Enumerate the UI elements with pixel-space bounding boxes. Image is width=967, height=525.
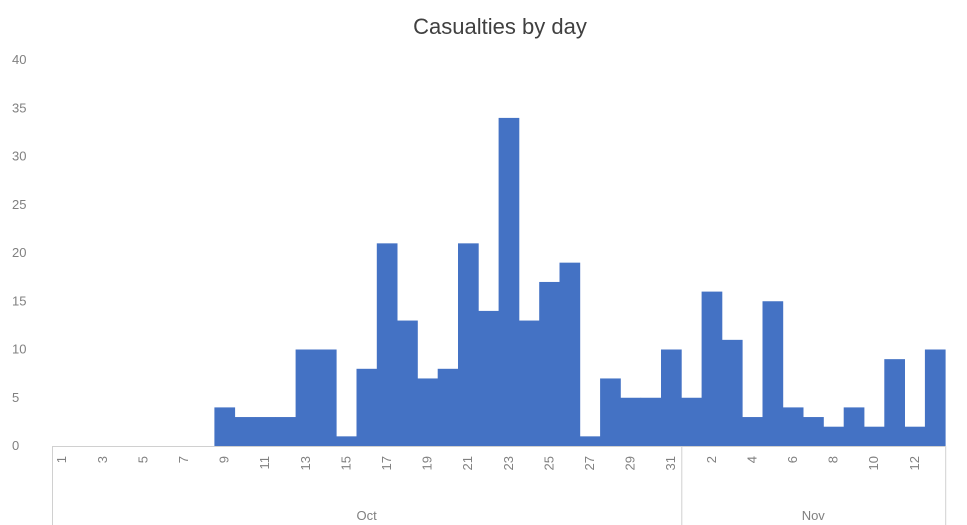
- bar: [762, 301, 784, 446]
- x-tick-label: 21: [460, 456, 475, 470]
- y-axis: 0 5 10 15 20 25 30 35 40: [12, 52, 26, 453]
- x-tick-label: 8: [826, 456, 841, 463]
- bar: [458, 243, 479, 446]
- bar: [397, 320, 418, 446]
- x-tick-label: 11: [257, 456, 272, 470]
- y-tick-label: 35: [12, 100, 26, 115]
- x-tick-label: 19: [420, 456, 435, 470]
- y-tick-label: 40: [12, 52, 26, 67]
- y-tick-label: 25: [12, 197, 26, 212]
- chart-title: Casualties by day: [413, 14, 587, 39]
- bar: [742, 417, 763, 446]
- bar: [255, 417, 276, 446]
- x-tick-label: 5: [135, 456, 150, 463]
- y-tick-label: 0: [12, 438, 19, 453]
- bar: [478, 310, 499, 446]
- bar: [640, 397, 662, 446]
- x-tick-label: 25: [541, 456, 556, 470]
- bar: [600, 378, 621, 446]
- bar: [356, 368, 378, 446]
- bar: [376, 243, 398, 446]
- bar: [315, 349, 337, 446]
- bar: [661, 349, 682, 446]
- y-tick-label: 10: [12, 342, 26, 357]
- bar: [417, 378, 439, 446]
- x-tick-label: 6: [785, 456, 800, 463]
- x-tick-label: 7: [176, 456, 191, 463]
- x-tick-label: 10: [866, 456, 881, 470]
- x-tick-label: 27: [582, 456, 597, 470]
- bar: [924, 349, 946, 446]
- bar: [579, 436, 601, 446]
- bar: [295, 349, 317, 446]
- y-tick-label: 30: [12, 149, 26, 164]
- x-tick-label: 1: [54, 456, 69, 463]
- bar: [681, 397, 702, 446]
- bar: [437, 368, 459, 446]
- x-tick-label: 23: [501, 456, 516, 470]
- bar: [275, 417, 296, 446]
- bar: [498, 117, 520, 447]
- y-tick-label: 5: [12, 390, 19, 405]
- x-tick-label: 3: [95, 456, 110, 463]
- bar: [782, 407, 804, 446]
- bar: [559, 262, 581, 446]
- bar: [904, 426, 926, 446]
- bar: [884, 359, 905, 446]
- x-tick-label: 13: [298, 456, 313, 470]
- bar: [620, 397, 642, 446]
- x-tick-label: 9: [217, 456, 232, 463]
- x-group-label: Oct: [357, 508, 378, 523]
- bar: [823, 426, 845, 446]
- bar: [214, 407, 236, 446]
- x-tick-label: 2: [704, 456, 719, 463]
- bar: [843, 407, 865, 446]
- bar: [336, 436, 357, 446]
- y-tick-label: 15: [12, 293, 26, 308]
- x-tick-label: 17: [379, 456, 394, 470]
- bar: [864, 426, 885, 446]
- bar: [539, 281, 560, 446]
- bar: [721, 339, 743, 446]
- bar: [803, 417, 824, 446]
- bar-series: [214, 117, 946, 447]
- x-tick-label: 31: [663, 456, 678, 470]
- x-tick-label: 12: [907, 456, 922, 470]
- bar: [234, 417, 256, 446]
- x-tick-label: 15: [338, 456, 353, 470]
- x-group-label: Nov: [802, 508, 826, 523]
- x-tick-label: 4: [744, 456, 759, 463]
- x-tick-label: 29: [623, 456, 638, 470]
- bar: [701, 291, 723, 446]
- y-tick-label: 20: [12, 245, 26, 260]
- bar: [518, 320, 540, 446]
